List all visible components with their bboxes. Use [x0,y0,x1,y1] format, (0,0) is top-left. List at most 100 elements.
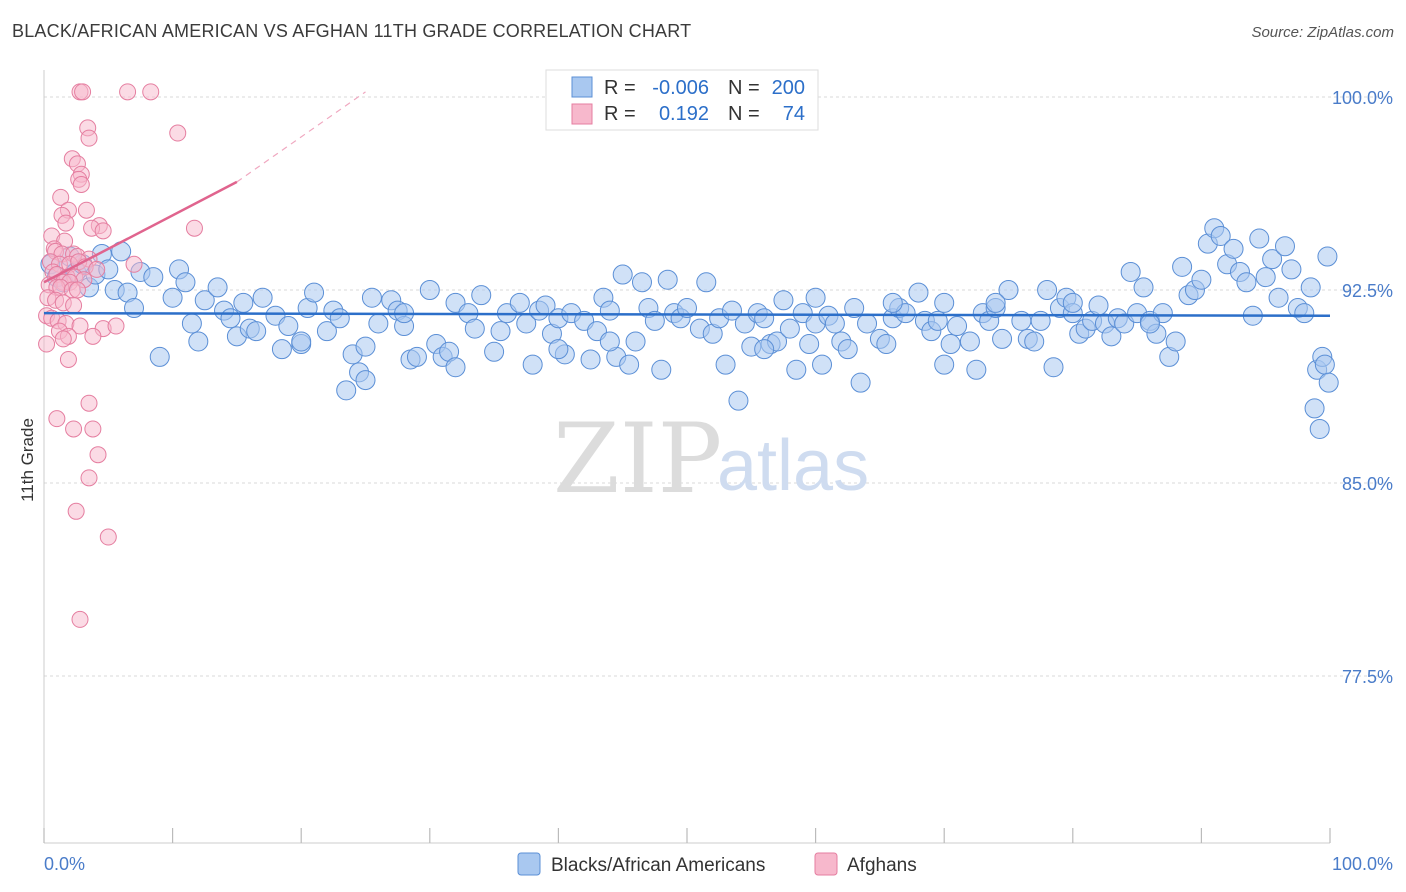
point-blacks-80 [631,272,652,293]
gridlines [44,96,1392,677]
trend-lines [43,91,1331,317]
point-blacks-59 [484,341,505,362]
point-afghans-70 [67,502,85,520]
point-afghans-55 [71,317,89,335]
point-blacks-37 [316,321,337,342]
point-blacks-187 [291,331,312,352]
point-blacks-195 [882,292,903,313]
point-blacks-25 [220,308,241,329]
point-afghans-63 [59,350,77,368]
legend-n-value-1: 200 [772,77,805,99]
point-blacks-82 [644,310,665,331]
bottom-legend-afghans: Afghans [847,855,917,876]
point-blacks-78 [619,354,640,375]
x-tick-label-1: 100.0% [1332,854,1393,874]
legend-r-label-1: R = [604,77,636,99]
point-blacks-180 [1304,398,1325,419]
point-afghans-2 [119,83,137,101]
point-afghans-14 [77,201,95,219]
bottom-legend-blacks: Blacks/African Americans [551,855,765,876]
stats-legend: R = -0.006 N = 200 R = 0.192 N = 74 [545,69,819,131]
point-afghans-5 [80,129,98,147]
point-afghans-69 [80,469,98,487]
point-blacks-105 [799,334,820,355]
point-afghans-50 [65,296,83,314]
point-afghans-19 [94,222,112,240]
point-blacks-153 [1133,277,1154,298]
point-afghans-71 [99,528,117,546]
point-blacks-151 [1120,261,1141,282]
point-blacks-44 [361,287,382,308]
point-blacks-148 [1101,326,1122,347]
point-afghans-60 [84,327,102,345]
legend-n-label-2: N = [728,103,760,125]
point-blacks-77 [612,264,633,285]
point-blacks-190 [355,370,376,391]
point-blacks-107 [812,354,833,375]
point-afghans-73 [125,255,143,273]
point-blacks-17 [162,287,183,308]
point-afghans-1 [74,83,92,101]
point-blacks-113 [850,372,871,393]
point-blacks-184 [1314,354,1335,375]
point-blacks-29 [246,321,267,342]
watermark-zip: ZIP [553,403,722,515]
point-afghans-11 [72,175,90,193]
point-blacks-51 [419,280,440,300]
legend-n-value-2: 74 [783,103,805,125]
trend-line-afghans [43,180,238,284]
y-tick-labels: 77.5% 85.0% 92.5% 100.0% [1332,88,1393,687]
watermark-atlas: atlas [717,426,869,506]
series-legend: Blacks/African Americans Afghans [517,852,917,876]
legend-swatch-blue [571,76,593,98]
point-blacks-21 [188,331,209,352]
point-blacks-124 [934,354,955,375]
point-blacks-167 [1223,238,1244,259]
point-blacks-83 [651,359,672,380]
point-afghans-57 [107,317,125,335]
point-afghans-65 [48,410,66,428]
point-blacks-45 [368,313,389,334]
point-blacks-62 [509,292,530,313]
point-blacks-32 [271,339,292,360]
point-afghans-20 [185,219,203,237]
point-blacks-178 [1294,303,1315,324]
point-blacks-173 [1262,249,1283,270]
point-blacks-128 [966,359,987,380]
point-blacks-103 [786,359,807,380]
point-blacks-175 [1274,236,1295,257]
x-tick-labels: 0.0% 100.0% [44,854,1393,874]
point-blacks-57 [464,318,485,339]
point-blacks-84 [657,269,678,290]
point-blacks-16 [149,346,170,367]
point-blacks-197 [985,292,1006,313]
point-blacks-79 [625,331,646,352]
point-blacks-87 [677,298,697,319]
point-blacks-20 [181,313,202,334]
point-blacks-138 [1037,280,1058,300]
axes [43,70,1331,844]
point-afghans-64 [80,394,98,412]
point-blacks-112 [844,298,865,319]
source-credit: Source: ZipAtlas.com [1251,24,1394,41]
point-blacks-60 [490,321,511,342]
point-blacks-127 [959,331,980,352]
point-blacks-116 [876,334,897,355]
point-blacks-75 [599,300,620,321]
chart-title: BLACK/AFRICAN AMERICAN VS AFGHAN 11TH GR… [12,21,692,41]
point-blacks-94 [728,390,749,411]
trend-line-blacks [43,311,1331,317]
point-blacks-133 [998,280,1019,300]
point-blacks-125 [940,334,961,355]
point-blacks-198 [1062,292,1083,313]
point-blacks-15 [143,267,164,288]
point-blacks-132 [992,328,1013,349]
y-tick-label-1: 85.0% [1342,474,1393,494]
point-afghans-34 [88,260,106,278]
point-blacks-36 [304,282,325,303]
point-blacks-39 [329,308,350,329]
point-blacks-199 [1139,313,1160,334]
point-blacks-188 [445,357,466,378]
y-axis-label: 11th Grade [18,418,37,502]
point-blacks-23 [207,277,228,298]
